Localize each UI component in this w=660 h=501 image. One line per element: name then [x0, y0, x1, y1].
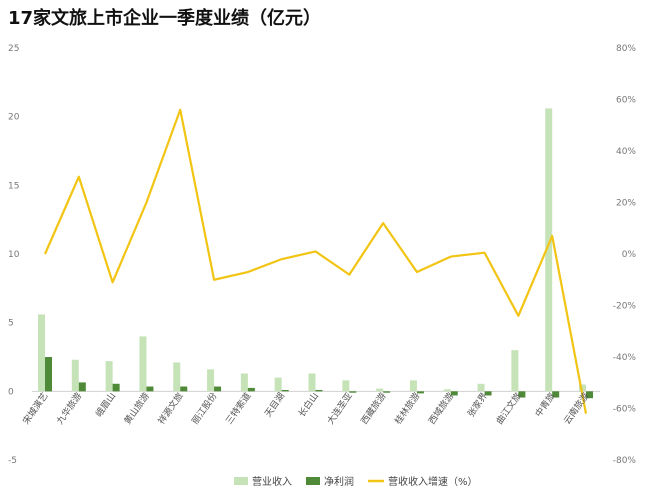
profit-bar — [112, 383, 120, 392]
x-category-label: 曲江文旅 — [493, 390, 523, 426]
profit-bar — [518, 391, 526, 398]
profit-bar — [484, 391, 492, 396]
y-left-tick-label: -5 — [8, 456, 17, 466]
y-left-tick-label: 0 — [8, 387, 14, 397]
revenue-bar — [443, 389, 451, 392]
x-category-label: 黄山旅游 — [121, 390, 151, 426]
profit-bar — [247, 387, 255, 392]
revenue-bar — [274, 377, 282, 392]
legend-label-profit: 净利润 — [324, 475, 354, 488]
profit-bar — [552, 391, 560, 398]
profit-bar — [383, 391, 391, 393]
x-category-label: 云南旅游 — [561, 390, 591, 426]
y-right-tick-label: -60% — [613, 405, 637, 415]
x-category-label: 大连圣亚 — [324, 390, 354, 426]
revenue-bar — [409, 380, 417, 392]
y-right-tick-label: 80% — [616, 44, 636, 54]
x-category-label: 西域旅游 — [426, 390, 456, 426]
profit-bar — [214, 386, 222, 392]
x-category-label: 九华旅游 — [54, 390, 84, 426]
revenue-bar — [207, 369, 215, 392]
x-category-label: 三特索道 — [223, 390, 253, 426]
x-category-label: 祥源文旅 — [155, 390, 185, 426]
x-category-label: 西藏旅游 — [358, 390, 388, 426]
y-right-tick-label: -20% — [613, 302, 637, 312]
profit-bar — [281, 389, 289, 392]
revenue-bar — [240, 373, 248, 392]
revenue-bar — [173, 362, 181, 392]
revenue-bar — [308, 373, 316, 392]
y-left-tick-label: 5 — [8, 319, 14, 329]
profit-bar — [450, 391, 458, 396]
y-right-tick-label: 0% — [622, 250, 637, 260]
profit-bar — [586, 391, 593, 399]
x-category-label: 长白山 — [296, 390, 321, 419]
revenue-bar — [139, 336, 147, 392]
y-right-tick-label: 20% — [616, 199, 636, 209]
profit-bar — [416, 391, 424, 394]
legend-label-growth: 营收收入增速（%） — [388, 475, 478, 488]
x-category-label: 峨眉山 — [93, 390, 118, 419]
growth-line — [43, 108, 588, 414]
y-left-tick-label: 25 — [8, 44, 19, 54]
chart-title: 17家文旅上市企业一季度业绩（亿元） — [8, 8, 322, 29]
y-left-tick-label: 15 — [8, 181, 19, 191]
x-category-label: 宋城演艺 — [20, 390, 50, 426]
profit-bar — [146, 386, 154, 392]
x-category-label: 中青旅 — [532, 390, 557, 419]
y-right-tick-label: -40% — [613, 353, 637, 363]
y-right-tick-label: 40% — [616, 147, 636, 157]
revenue-bar — [342, 380, 350, 392]
legend-label-revenue: 营业收入 — [252, 475, 292, 488]
revenue-bar — [545, 108, 553, 392]
x-category-label: 张家界 — [465, 390, 490, 419]
x-category-label: 桂林旅游 — [392, 390, 422, 426]
legend-swatch-revenue — [234, 477, 248, 485]
revenue-bar — [477, 383, 485, 392]
y-left-tick-label: 10 — [8, 250, 20, 260]
x-category-label: 天目湖 — [263, 391, 288, 419]
profit-bar — [45, 357, 52, 392]
revenue-bar — [38, 314, 45, 392]
profit-bar — [349, 391, 357, 393]
revenue-bar — [105, 361, 113, 392]
profit-bar — [180, 386, 188, 392]
revenue-bar — [579, 384, 586, 392]
y-right-tick-label: 60% — [616, 96, 636, 106]
revenue-bar — [376, 388, 384, 392]
profit-bar — [78, 382, 86, 392]
y-left-tick-label: 20 — [8, 113, 20, 123]
revenue-bar — [71, 359, 79, 392]
revenue-bar — [511, 350, 519, 392]
profit-bar — [315, 389, 323, 392]
legend-swatch-profit — [306, 477, 320, 485]
y-right-tick-label: -80% — [613, 456, 637, 466]
x-category-label: 丽江股份 — [189, 390, 219, 426]
